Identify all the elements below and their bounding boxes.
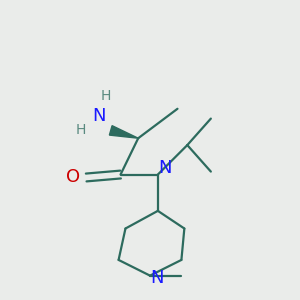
Text: H: H xyxy=(76,123,86,137)
Text: N: N xyxy=(92,106,106,124)
Text: N: N xyxy=(150,268,164,286)
Polygon shape xyxy=(110,126,138,138)
Text: H: H xyxy=(100,89,111,103)
Text: O: O xyxy=(66,169,80,187)
Text: N: N xyxy=(158,159,172,177)
